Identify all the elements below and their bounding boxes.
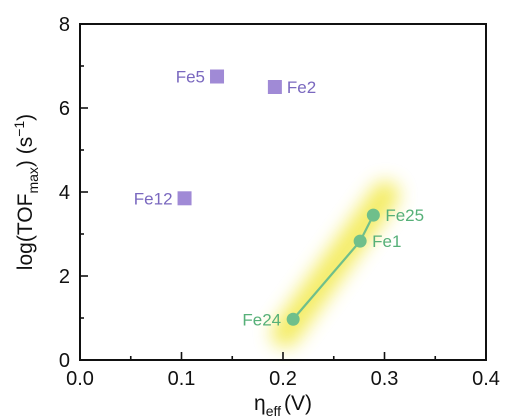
x-axis-label-sub: eff	[266, 403, 281, 419]
x-tick-label: 0.4	[472, 368, 500, 390]
y-axis-label-sub: max	[25, 167, 41, 193]
y-axis-label: log(TOFmax) (s−1)	[11, 114, 41, 270]
y-axis-label-suffix: )	[14, 114, 37, 121]
x-tick-label: 0.0	[66, 368, 94, 390]
point-label: Fe24	[242, 310, 281, 329]
x-tick-label: 0.3	[371, 368, 399, 390]
point-label: Fe5	[176, 68, 205, 87]
y-tick-label: 8	[59, 14, 70, 36]
x-tick-label: 0.2	[269, 368, 297, 390]
x-axis-label-main: η	[254, 392, 266, 415]
y-axis-label-middle: ) (s	[14, 137, 37, 167]
y-tick-label: 0	[59, 350, 70, 372]
square-marker	[267, 80, 282, 94]
x-tick-label: 0.1	[168, 368, 196, 390]
y-axis-label-prefix: log(TOF	[14, 194, 37, 271]
point-label: Fe25	[385, 206, 424, 225]
data-series	[177, 69, 380, 326]
point-label: Fe1	[372, 232, 401, 251]
circle-marker	[353, 234, 367, 248]
point-label: Fe12	[134, 189, 173, 208]
point-labels: Fe5 Fe2 Fe12 Fe24 Fe1 Fe25	[134, 68, 424, 330]
y-axis-label-sup: −1	[11, 121, 27, 137]
circle-marker	[286, 312, 300, 326]
y-tick-label: 6	[59, 98, 70, 120]
y-tick-label: 4	[59, 182, 70, 204]
y-tick-label: 2	[59, 266, 70, 288]
square-marker	[177, 191, 192, 206]
x-axis-label: ηeff (V)	[254, 392, 312, 419]
point-label: Fe2	[287, 78, 316, 97]
x-axis-label-suffix: (V)	[284, 392, 312, 415]
circle-marker	[366, 208, 380, 222]
axis-ticks: 0.0 0.1 0.2 0.3 0.4 0 2 4 6 8	[59, 14, 500, 390]
square-marker	[210, 69, 225, 84]
